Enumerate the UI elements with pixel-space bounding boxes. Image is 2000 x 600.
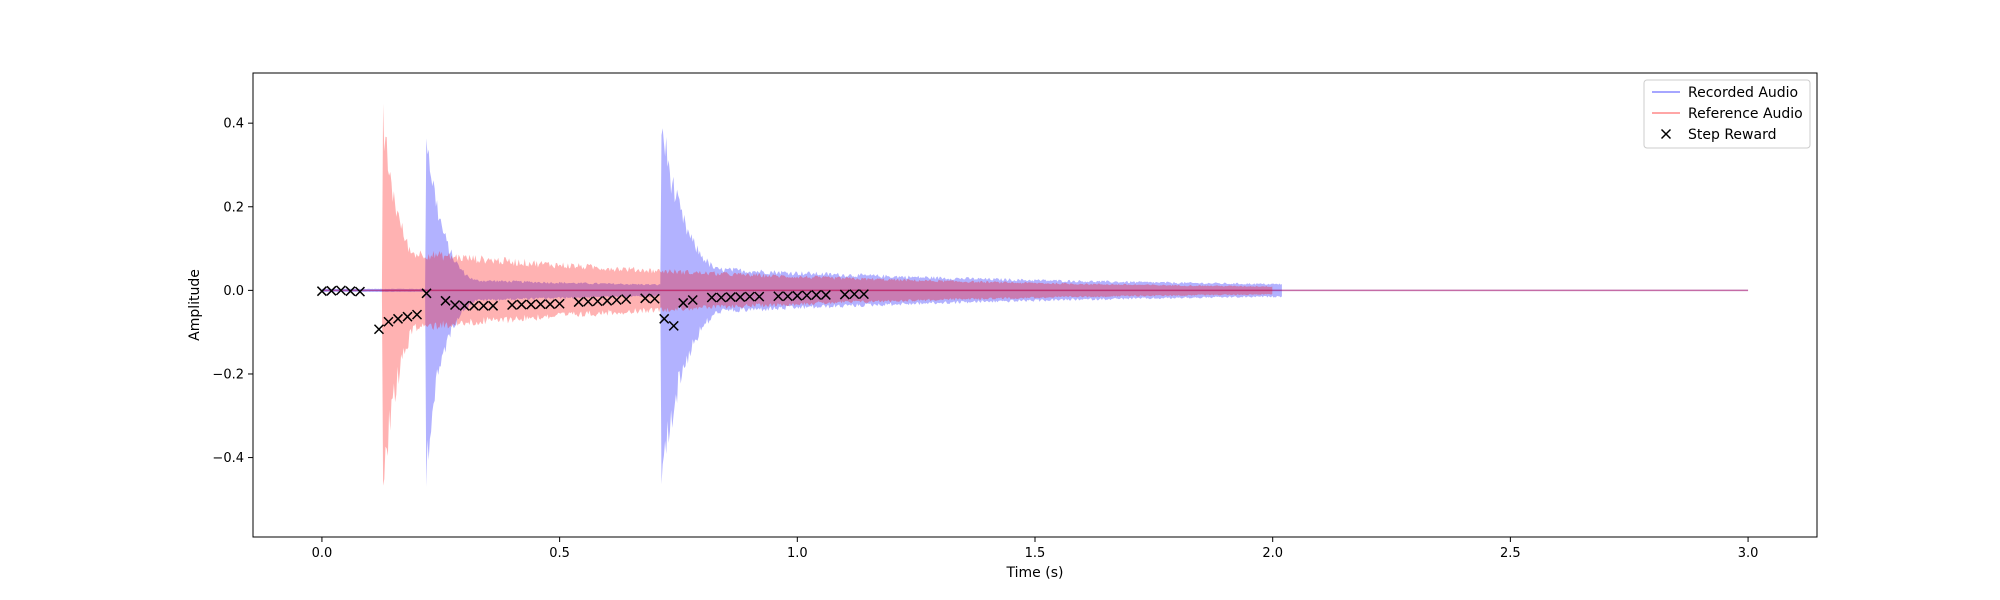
step-reward-marker <box>621 294 632 305</box>
step-reward-marker <box>678 297 689 308</box>
step-reward-marker <box>592 296 603 307</box>
step-reward-marker <box>335 285 346 296</box>
step-reward-marker <box>478 300 489 311</box>
step-reward-marker <box>706 292 717 303</box>
step-reward-marker <box>687 294 698 306</box>
step-reward-marker <box>316 286 327 297</box>
legend-label-reference-audio: Reference Audio <box>1688 106 1803 122</box>
step-reward-marker <box>373 324 385 335</box>
x-tick-label: 0.5 <box>549 546 570 561</box>
legend-label-step-reward: Step Reward <box>1688 127 1776 143</box>
x-tick-label: 0.0 <box>312 546 333 561</box>
step-reward-marker <box>326 285 337 296</box>
step-reward-marker <box>849 289 860 300</box>
step-reward-marker <box>469 300 480 311</box>
step-reward-marker <box>811 289 822 300</box>
x-axis-label: Time (s) <box>1006 565 1064 581</box>
step-reward-marker <box>459 300 470 311</box>
y-tick-label: −0.2 <box>212 367 244 382</box>
step-reward-marker <box>345 286 356 297</box>
step-reward-marker <box>735 292 746 303</box>
y-tick-label: 0.2 <box>223 200 244 215</box>
step-reward-marker <box>516 299 527 310</box>
step-reward-marker <box>611 294 622 306</box>
step-reward-marker <box>773 291 784 302</box>
step-reward-marker <box>602 295 613 306</box>
step-reward-marker <box>792 290 803 301</box>
step-reward-marker <box>754 291 765 302</box>
step-reward-marker <box>640 293 651 304</box>
step-reward-marker <box>411 309 423 320</box>
step-reward-marker <box>725 292 736 303</box>
step-reward-marker <box>354 286 365 297</box>
step-reward-marker <box>440 295 451 306</box>
step-reward-marker <box>583 296 594 307</box>
step-reward-marker <box>421 288 432 299</box>
y-axis: −0.4 −0.2 0.0 0.2 0.4 <box>212 117 253 466</box>
step-reward-marker <box>649 293 660 304</box>
x-tick-label: 2.0 <box>1262 546 1283 561</box>
step-reward-marker <box>573 297 584 308</box>
y-tick-label: 0.4 <box>223 117 244 132</box>
step-reward-marker <box>545 299 556 310</box>
series-recorded-audio <box>321 128 1749 487</box>
step-reward-marker <box>450 299 461 311</box>
plot-content <box>316 103 1749 487</box>
step-reward-marker <box>535 299 546 310</box>
series-step-reward <box>316 285 869 335</box>
series-reference-audio <box>321 103 1749 486</box>
y-tick-label: −0.4 <box>212 451 244 466</box>
x-tick-label: 1.5 <box>1025 546 1046 561</box>
step-reward-marker <box>383 316 394 327</box>
step-reward-marker <box>659 313 670 324</box>
step-reward-marker <box>858 289 869 300</box>
y-tick-label: 0.0 <box>223 284 244 299</box>
step-reward-marker <box>392 313 404 324</box>
x-tick-label: 3.0 <box>1738 546 1759 561</box>
step-reward-marker <box>526 299 537 310</box>
legend-box <box>1643 79 1811 149</box>
legend: Recorded Audio Reference Audio Step Rewa… <box>1643 79 1811 149</box>
legend-swatch-step-reward <box>1660 128 1672 140</box>
step-reward-marker <box>488 300 499 311</box>
step-reward-marker <box>782 291 793 302</box>
step-reward-marker <box>402 311 413 322</box>
x-axis: 0.0 0.5 1.0 1.5 2.0 2.5 3.0 <box>312 537 1759 561</box>
step-reward-marker <box>507 299 518 311</box>
legend-label-recorded-audio: Recorded Audio <box>1688 85 1798 101</box>
step-reward-marker <box>668 320 679 331</box>
x-tick-label: 2.5 <box>1500 546 1521 561</box>
step-reward-marker <box>839 289 850 300</box>
step-reward-marker <box>820 289 831 300</box>
step-reward-marker <box>554 298 565 309</box>
step-reward-marker <box>716 292 727 303</box>
x-tick-label: 1.0 <box>787 546 808 561</box>
step-reward-marker <box>801 290 812 301</box>
y-axis-label: Amplitude <box>187 269 203 341</box>
step-reward-marker <box>744 291 755 302</box>
